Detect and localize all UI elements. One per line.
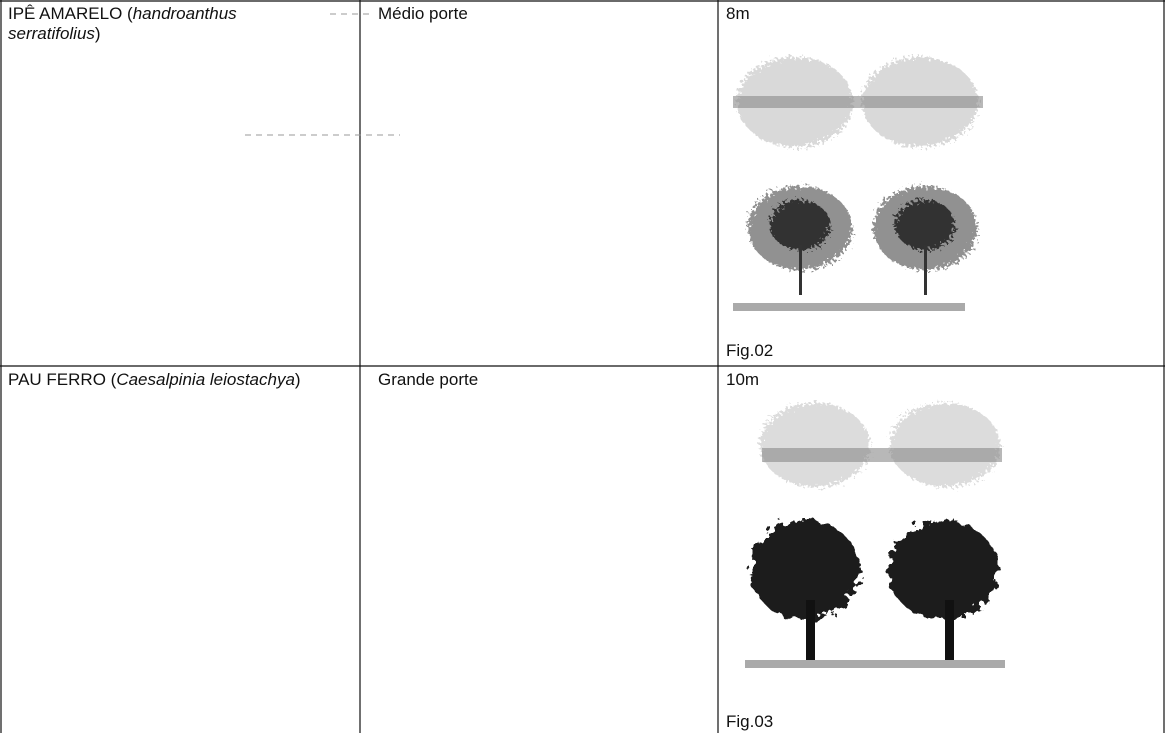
scientific-name: Caesalpinia leiostachya xyxy=(116,370,295,389)
common-name: IPÊ AMARELO ( xyxy=(8,4,133,23)
size: Grande porte xyxy=(378,370,479,389)
height: 10m xyxy=(726,370,760,389)
figure-03 xyxy=(745,403,1005,668)
common-name: PAU FERRO ( xyxy=(8,370,117,389)
size: Médio porte xyxy=(378,4,468,23)
paren: ) xyxy=(94,24,101,43)
paren: ) xyxy=(294,370,301,389)
figure-02 xyxy=(733,57,983,311)
species-cell: IPÊ AMARELO (handroanthus serratifolius) xyxy=(8,4,328,44)
species-cell: PAU FERRO (Caesalpinia leiostachya) xyxy=(8,370,328,390)
height: 8m xyxy=(726,4,750,23)
scan-artifacts xyxy=(245,13,400,136)
figure-caption: Fig.02 xyxy=(726,341,774,360)
scientific-name: handroanthus serratifolius xyxy=(8,4,237,43)
figure-caption: Fig.03 xyxy=(726,712,774,731)
